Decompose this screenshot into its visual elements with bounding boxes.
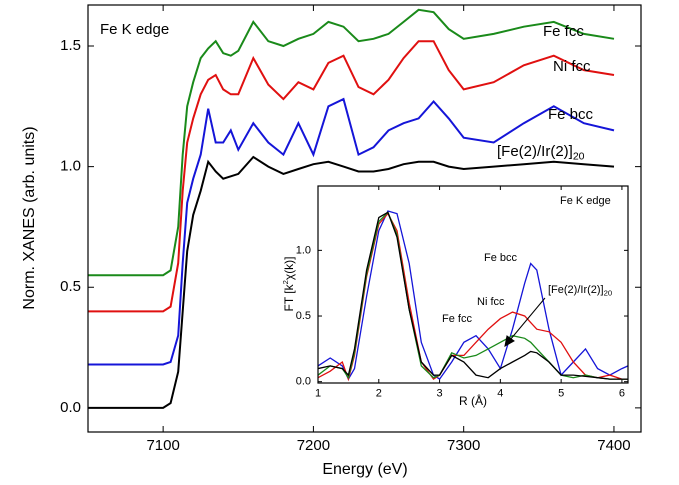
y-axis-label-part: χ(k)] (282, 256, 296, 280)
series-name: Fe bcc (484, 252, 518, 264)
series-name: [Fe(2)/Ir(2)] (497, 143, 573, 160)
y-axis-label: FT [k2χ(k)] (281, 256, 296, 311)
x-tick-label: 3 (437, 387, 443, 399)
series-label: Fe fcc (543, 23, 584, 40)
series-line (88, 97, 615, 366)
series-name: Ni fcc (477, 296, 505, 308)
series-line (88, 40, 615, 313)
x-tick-label: 5 (558, 387, 564, 399)
series-name: Fe fcc (442, 313, 472, 325)
series-label: Fe fcc (442, 313, 472, 325)
plot-frame (87, 4, 642, 433)
series-name-subscript: 20 (573, 150, 585, 162)
y-tick-label: 0.5 (296, 310, 311, 322)
series-label: [Fe(2)/Ir(2)]20 (497, 143, 585, 162)
series-name: [Fe(2)/Ir(2)] (548, 284, 604, 296)
arrow (509, 297, 546, 341)
y-tick-label: 0.0 (296, 376, 311, 388)
series-label: Ni fcc (477, 296, 505, 308)
series-label: Fe bcc (548, 106, 594, 123)
y-tick-label: 0.5 (60, 278, 81, 295)
y-tick-label: 0.0 (60, 399, 81, 416)
x-axis-label: Energy (eV) (322, 461, 407, 478)
series-name: Fe bcc (548, 106, 594, 123)
x-tick-label: 6 (619, 387, 625, 399)
arrow-head (504, 335, 515, 347)
annotation: Fe K edge (560, 195, 611, 207)
y-axis-label-part: FT [k (282, 283, 296, 311)
plot-background (318, 186, 628, 383)
y-tick-label: 1.0 (296, 244, 311, 256)
y-axis-label: Norm. XANES (arb. units) (21, 126, 38, 309)
plot-frame (317, 185, 629, 384)
series-label: [Fe(2)/Ir(2)]20 (548, 284, 612, 297)
x-tick-label: 4 (497, 387, 503, 399)
chart: 1 2 3 4 5 6 0.0 0.5 1.0 Fe bcc Ni fcc Fe fcc [Fe(2)/… (281, 185, 629, 408)
y-tick-label: 1.0 (60, 158, 81, 175)
inset-arrow (504, 297, 546, 347)
series-line (318, 210, 628, 381)
x-tick-label: 7200 (297, 437, 330, 454)
x-tick-label: 7100 (146, 437, 179, 454)
x-axis-label: R (Å) (459, 393, 487, 408)
series-line (88, 8, 615, 277)
y-tick-label: 1.5 (60, 37, 81, 54)
series-line (318, 211, 628, 380)
series-name: Fe fcc (543, 23, 584, 40)
x-tick-label: 2 (376, 387, 382, 399)
x-tick-label: 1 (315, 387, 321, 399)
series-name-subscript: 20 (604, 288, 613, 297)
x-tick-label: 7400 (597, 437, 630, 454)
series-line (88, 155, 615, 409)
series-name: Ni fcc (553, 58, 591, 75)
annotation: Fe K edge (100, 21, 169, 38)
series-label: Fe bcc (484, 252, 518, 264)
series-label: Ni fcc (553, 58, 591, 75)
y-axis-label-sup: 2 (281, 280, 290, 284)
x-tick-label: 7300 (447, 437, 480, 454)
